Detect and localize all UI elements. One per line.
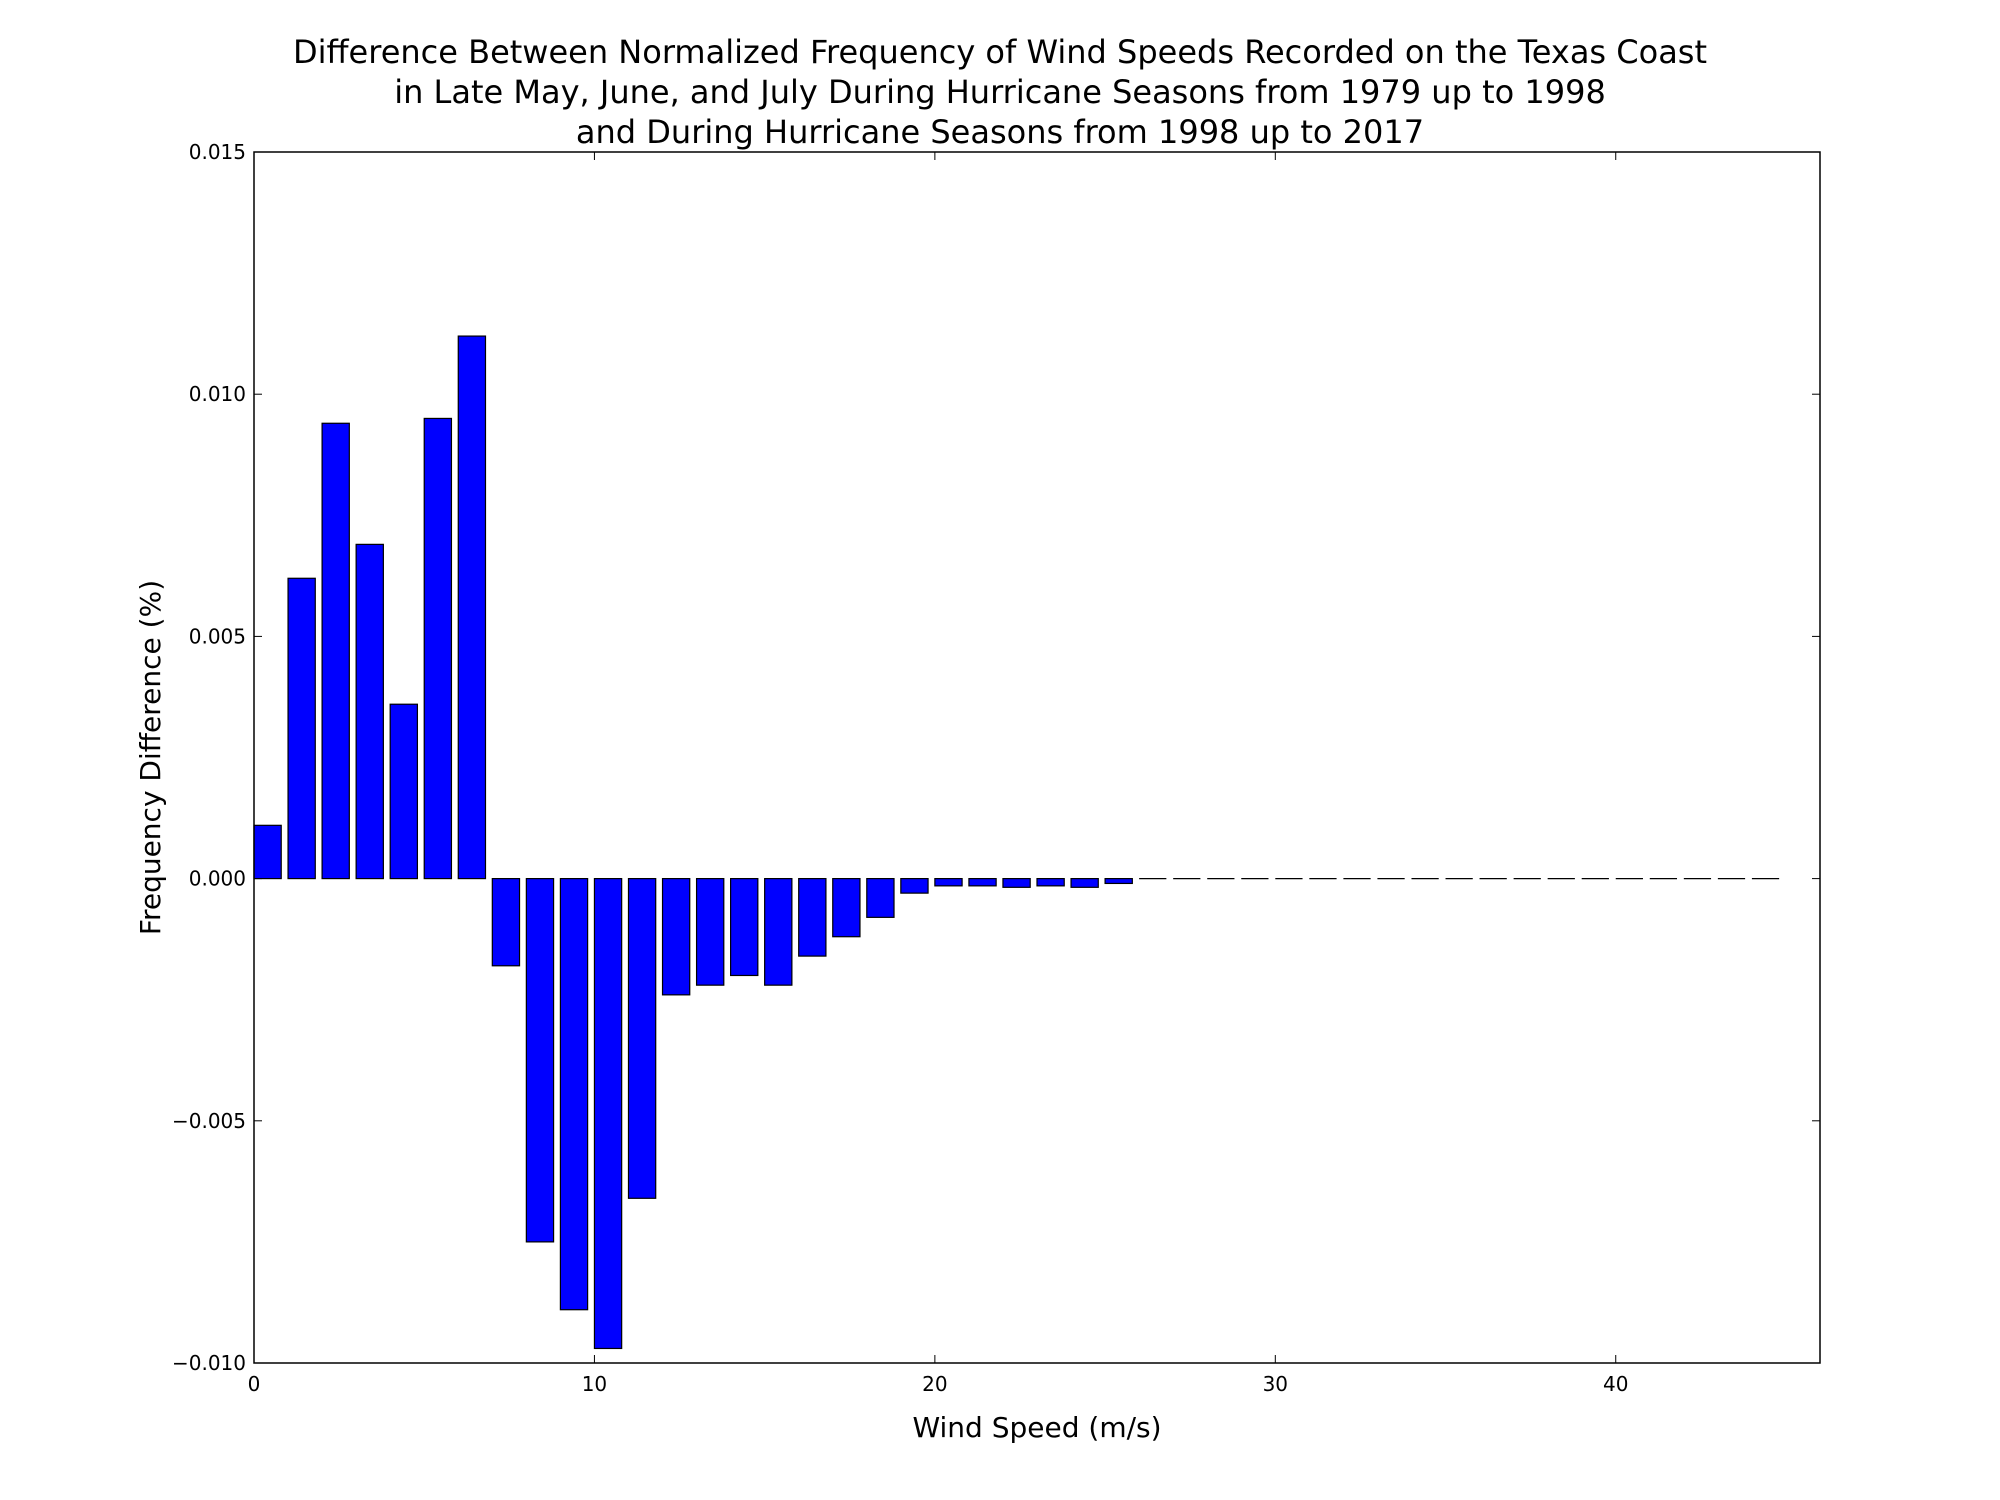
bar xyxy=(355,543,384,880)
bar xyxy=(1070,877,1099,888)
bar xyxy=(832,877,861,938)
ticks-group: −0.010 −0.005 0.000 0.005 0.010 0.015 0 10 20 30 4… xyxy=(172,140,1820,1396)
x-axis-label: Wind Speed (m/s) xyxy=(912,1411,1161,1444)
x-tick-label: 10 xyxy=(582,1372,607,1396)
y-axis-label: Frequency Difference (%) xyxy=(134,580,167,935)
bar xyxy=(627,877,657,1199)
bar xyxy=(968,877,997,887)
bar xyxy=(1002,877,1031,888)
bar xyxy=(900,877,929,894)
bar xyxy=(934,877,963,887)
bar xyxy=(525,877,555,1243)
bar xyxy=(1036,877,1065,887)
chart-title-line-3: and During Hurricane Seasons from 1998 u… xyxy=(575,113,1425,151)
chart-title-line-1: Difference Between Normalized Frequency … xyxy=(292,33,1708,71)
y-tick-label: 0.010 xyxy=(189,382,246,406)
x-tick-label: 0 xyxy=(248,1372,261,1396)
y-tick-label: 0.015 xyxy=(189,140,246,164)
bar xyxy=(287,577,316,880)
bar xyxy=(559,877,589,1311)
x-tick-label: 20 xyxy=(922,1372,947,1396)
bar xyxy=(764,877,793,986)
bar xyxy=(695,877,725,986)
bar xyxy=(593,877,623,1350)
bar xyxy=(1104,877,1133,885)
bar xyxy=(798,877,827,957)
bar xyxy=(866,877,895,918)
bar xyxy=(730,877,759,977)
y-tick-label: 0.000 xyxy=(189,867,246,891)
bar xyxy=(423,417,453,880)
bar xyxy=(457,335,487,880)
bar xyxy=(661,877,691,996)
bar xyxy=(389,703,419,880)
y-tick-label: −0.010 xyxy=(172,1351,246,1375)
bar xyxy=(321,422,350,880)
y-tick-label: 0.005 xyxy=(189,624,246,648)
x-tick-label: 30 xyxy=(1263,1372,1288,1396)
bars-group xyxy=(253,335,1780,1350)
plot-area-frame xyxy=(253,151,1821,1364)
y-tick-label: −0.005 xyxy=(172,1109,246,1133)
x-tick-label: 40 xyxy=(1603,1372,1628,1396)
bar xyxy=(253,824,282,880)
chart-title-line-2: in Late May, June, and July During Hurri… xyxy=(394,73,1606,111)
bar xyxy=(491,877,521,967)
